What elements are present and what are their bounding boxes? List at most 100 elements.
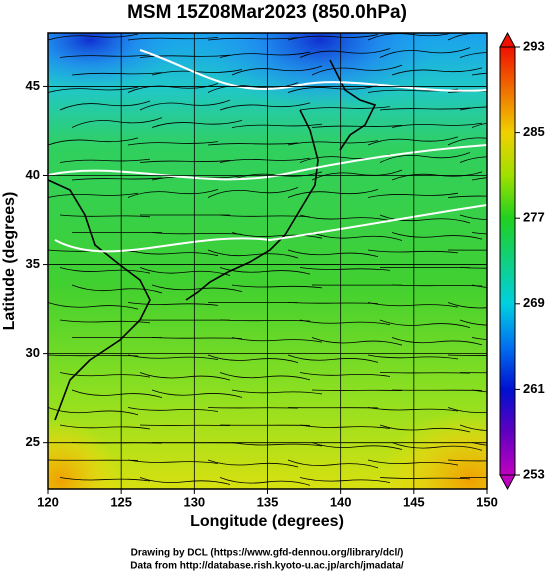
streamline	[219, 372, 311, 381]
x-tick-label: 120	[37, 494, 59, 509]
streamline	[139, 54, 231, 58]
streamline	[379, 424, 471, 433]
colorbar	[499, 46, 516, 476]
streamline	[379, 152, 471, 163]
x-axis-label: Longitude (degrees)	[190, 513, 344, 530]
streamline	[299, 267, 391, 271]
streamline	[48, 302, 139, 310]
streamline	[219, 51, 311, 58]
streamline	[391, 337, 483, 346]
streamline	[139, 424, 231, 427]
streamline	[127, 249, 219, 257]
y-tick-label: 40	[26, 167, 40, 182]
streamline	[139, 267, 231, 276]
streamline	[287, 34, 379, 41]
streamline	[379, 214, 471, 224]
streamline	[219, 477, 311, 486]
streamline	[231, 337, 323, 343]
streamline	[287, 459, 379, 469]
streamline	[48, 33, 139, 41]
streamline	[447, 407, 487, 413]
streamline	[71, 389, 163, 399]
map-field	[48, 33, 487, 489]
streamline	[367, 459, 459, 466]
streamline	[139, 477, 231, 485]
y-tick-label: 45	[26, 78, 40, 93]
streamline	[71, 72, 163, 76]
streamline	[459, 156, 487, 163]
streamline	[367, 407, 459, 412]
streamline	[459, 106, 487, 111]
streamline	[447, 137, 487, 146]
streamline	[48, 86, 139, 93]
streamline	[311, 64, 403, 76]
streamline	[299, 48, 391, 58]
streamline	[367, 192, 459, 198]
streamline	[299, 106, 391, 111]
streamline	[287, 188, 379, 198]
contour	[139, 49, 487, 92]
streamline	[471, 232, 487, 235]
colorbar-tick-label: 293	[523, 38, 545, 53]
streamline	[59, 372, 151, 378]
contour	[48, 144, 487, 181]
streamline	[459, 267, 487, 269]
contour	[54, 204, 487, 253]
coastline	[329, 59, 377, 151]
streamline	[151, 232, 243, 235]
streamline	[231, 123, 323, 128]
streamline	[447, 302, 487, 309]
streamline	[311, 389, 403, 392]
streamline	[471, 122, 487, 128]
streamline	[151, 337, 243, 339]
streamline	[471, 337, 487, 341]
streamline	[447, 33, 487, 41]
streamline	[127, 141, 219, 146]
streamline	[379, 319, 471, 329]
y-tick-label: 30	[26, 345, 40, 360]
streamline	[48, 354, 139, 357]
y-tick-label: 35	[26, 256, 40, 271]
streamline	[231, 389, 323, 395]
streamline	[299, 214, 391, 222]
streamline	[287, 140, 379, 146]
streamline	[287, 354, 379, 363]
streamline	[379, 477, 471, 480]
streamline	[207, 142, 299, 146]
streamline	[299, 477, 391, 483]
streamline	[391, 67, 483, 76]
streamline	[139, 160, 231, 163]
colorbar-tick-label: 261	[523, 381, 545, 396]
streamline	[287, 84, 379, 93]
streamline	[48, 407, 139, 416]
streamline	[391, 232, 483, 240]
streamline	[207, 407, 299, 409]
coastline	[185, 109, 319, 301]
streamline	[311, 337, 403, 346]
streamline	[367, 249, 459, 254]
streamline	[59, 214, 151, 218]
streamline	[207, 249, 299, 259]
streamline	[127, 302, 219, 306]
streamline	[219, 157, 311, 163]
streamline	[287, 302, 379, 304]
streamline	[127, 354, 219, 360]
streamline	[59, 267, 151, 274]
streamline	[139, 99, 231, 111]
streamline	[207, 459, 299, 468]
streamline	[151, 69, 243, 76]
streamline	[391, 122, 483, 128]
streamline	[447, 195, 487, 198]
streamline	[379, 372, 471, 374]
streamline	[231, 442, 323, 447]
streamline	[311, 442, 403, 450]
streamline	[207, 187, 299, 198]
streamline	[71, 284, 163, 294]
colorbar-tick-label: 253	[523, 466, 545, 481]
streamline	[459, 52, 487, 58]
x-tick-label: 125	[110, 494, 132, 509]
streamline	[287, 249, 379, 257]
colorbar-extend	[499, 31, 516, 48]
streamline	[231, 284, 323, 289]
colorbar-extend	[499, 474, 516, 491]
